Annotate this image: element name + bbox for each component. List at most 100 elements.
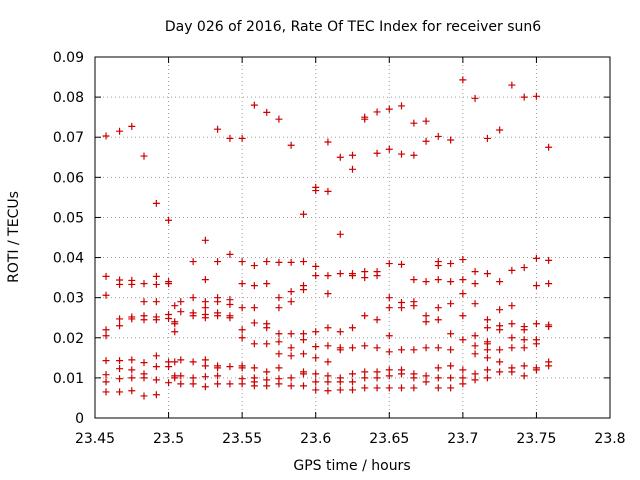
- data-point: [102, 378, 110, 386]
- data-point: [349, 151, 356, 159]
- data-point: [397, 346, 405, 354]
- data-point: [165, 315, 173, 323]
- data-point: [385, 366, 393, 374]
- data-point: [263, 108, 271, 116]
- data-point: [545, 323, 553, 331]
- data-point: [532, 366, 540, 374]
- data-point: [152, 316, 160, 324]
- x-tick-label: 23.55: [222, 431, 262, 447]
- data-point: [496, 306, 504, 314]
- data-point: [496, 278, 504, 286]
- data-point: [312, 343, 320, 351]
- data-point: [275, 115, 283, 123]
- data-point: [300, 336, 308, 344]
- x-tick-label: 23.65: [369, 431, 409, 447]
- data-point: [532, 320, 540, 328]
- data-point: [300, 286, 308, 294]
- data-point: [201, 236, 209, 244]
- x-tick-label: 23.75: [516, 431, 556, 447]
- x-tick-label: 23.8: [594, 431, 625, 447]
- data-point: [520, 93, 528, 101]
- data-point: [275, 364, 283, 372]
- data-point: [201, 362, 209, 370]
- data-point: [287, 374, 295, 382]
- data-point: [140, 316, 148, 324]
- data-point: [397, 304, 405, 312]
- data-point: [312, 272, 320, 280]
- data-point: [349, 165, 356, 173]
- data-point: [336, 346, 344, 354]
- data-point: [214, 125, 222, 133]
- y-tick-label: 0.05: [53, 210, 84, 226]
- data-point: [336, 378, 344, 386]
- data-point: [189, 294, 197, 302]
- data-point: [483, 354, 491, 362]
- data-point: [422, 318, 430, 326]
- data-point: [214, 380, 222, 388]
- data-point: [410, 374, 418, 382]
- data-point: [312, 187, 320, 195]
- data-point: [361, 384, 369, 392]
- data-point: [459, 256, 467, 264]
- data-point: [422, 117, 430, 125]
- data-point: [214, 298, 222, 306]
- data-point: [116, 127, 124, 135]
- data-point: [275, 304, 283, 312]
- data-point: [152, 376, 160, 384]
- data-point: [496, 126, 504, 134]
- x-tick-label: 23.7: [447, 431, 478, 447]
- data-point: [508, 81, 516, 89]
- data-point: [287, 382, 295, 390]
- data-point: [508, 320, 516, 328]
- data-point: [422, 378, 430, 386]
- data-point: [226, 300, 234, 308]
- data-point: [385, 145, 393, 153]
- data-point: [385, 105, 393, 113]
- data-point: [373, 316, 381, 324]
- data-point: [171, 374, 179, 382]
- y-tick-label: 0.07: [53, 130, 84, 146]
- data-point: [496, 326, 504, 334]
- data-point: [324, 272, 332, 280]
- data-point: [532, 92, 540, 100]
- data-point: [263, 258, 271, 266]
- data-point: [483, 346, 491, 354]
- data-point: [434, 374, 442, 382]
- data-point: [385, 384, 393, 392]
- data-point: [189, 380, 197, 388]
- data-point: [238, 364, 246, 372]
- data-point: [116, 365, 124, 373]
- data-point: [250, 304, 258, 312]
- data-point: [275, 338, 283, 346]
- data-point: [128, 366, 136, 374]
- data-point: [201, 276, 209, 284]
- data-point: [287, 298, 295, 306]
- data-point: [300, 382, 308, 390]
- data-point: [434, 132, 442, 140]
- data-point: [410, 119, 418, 127]
- data-point: [312, 370, 320, 378]
- data-point: [349, 344, 356, 352]
- x-axis-label: GPS time / hours: [293, 458, 410, 474]
- data-point: [324, 324, 332, 332]
- data-point: [397, 260, 405, 268]
- data-point: [171, 320, 179, 328]
- data-point: [275, 258, 283, 266]
- data-point: [152, 363, 160, 371]
- data-point: [300, 350, 308, 358]
- data-point: [336, 270, 344, 278]
- data-point: [361, 312, 369, 320]
- data-point: [201, 356, 209, 364]
- data-point: [102, 291, 110, 299]
- data-point: [214, 312, 222, 320]
- data-point: [496, 346, 504, 354]
- data-point: [373, 384, 381, 392]
- data-point: [336, 230, 344, 238]
- data-point: [471, 280, 479, 288]
- data-point: [263, 376, 271, 384]
- data-point: [226, 363, 234, 371]
- data-point: [459, 374, 467, 382]
- data-point: [324, 372, 332, 380]
- y-tick-label: 0: [75, 411, 84, 427]
- data-point: [250, 340, 258, 348]
